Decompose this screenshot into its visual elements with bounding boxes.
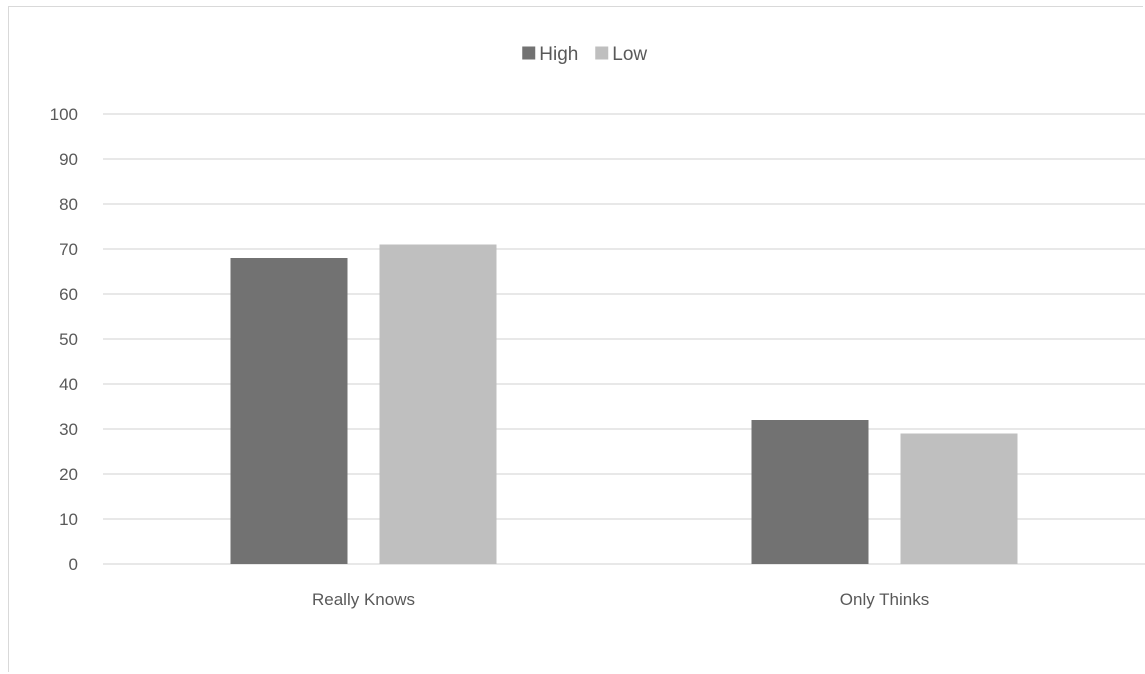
x-axis-categories: Really Knows Only Thinks [312, 590, 929, 609]
y-tick-label: 90 [59, 150, 78, 169]
y-tick-label: 30 [59, 420, 78, 439]
x-category-label: Really Knows [312, 590, 415, 609]
y-tick-label: 80 [59, 195, 78, 214]
bars [230, 244, 1018, 564]
y-tick-label: 70 [59, 240, 78, 259]
legend: High Low [522, 44, 647, 65]
y-tick-label: 50 [59, 330, 78, 349]
legend-swatch-low [595, 46, 609, 60]
bar-high-2 [751, 420, 869, 564]
y-tick-label: 60 [59, 285, 78, 304]
bar-low-1 [379, 244, 497, 564]
y-tick-label: 0 [69, 555, 78, 574]
legend-label-high: High [539, 44, 578, 65]
x-category-label: Only Thinks [840, 590, 929, 609]
y-tick-label: 40 [59, 375, 78, 394]
legend-label-low: Low [612, 44, 647, 65]
y-tick-label: 20 [59, 465, 78, 484]
y-tick-label: 10 [59, 510, 78, 529]
bar-low-2 [900, 433, 1018, 564]
legend-swatch-high [522, 46, 536, 60]
bar-high-1 [230, 258, 348, 564]
y-axis-ticks: 0 10 20 30 40 50 60 70 80 90 100 [50, 105, 78, 574]
y-tick-label: 100 [50, 105, 78, 124]
